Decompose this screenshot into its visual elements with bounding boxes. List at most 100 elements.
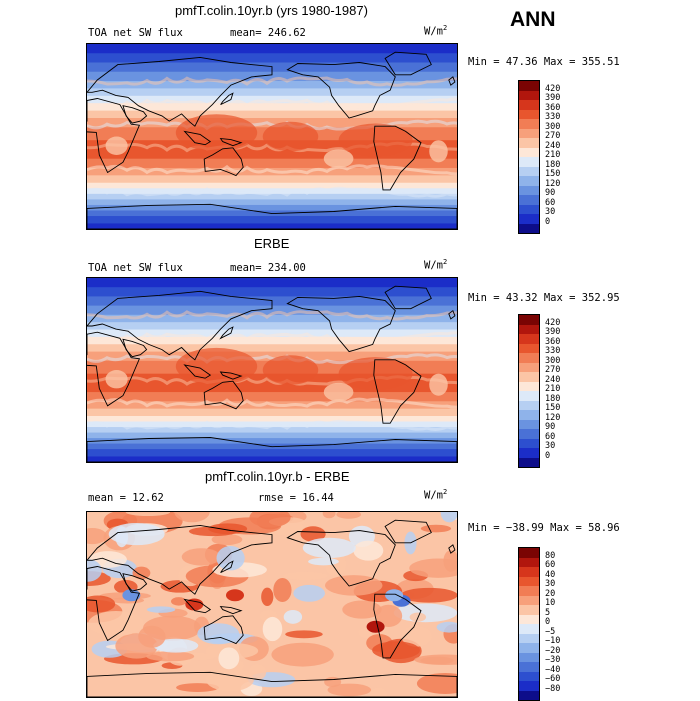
colorbar-tick-label: 240 xyxy=(545,374,561,385)
latitude-band xyxy=(87,182,457,189)
contour-band xyxy=(87,331,457,343)
colorbar-swatch xyxy=(519,400,539,410)
colorbar-swatch xyxy=(519,128,539,138)
contour-band xyxy=(87,310,457,321)
diff-patch xyxy=(372,641,420,660)
colorbar-swatch xyxy=(519,624,539,634)
coastline xyxy=(219,371,243,380)
diff-patch xyxy=(216,545,245,571)
colorbar-swatch xyxy=(519,315,539,325)
diff-patch xyxy=(400,587,457,603)
colorbar-swatch xyxy=(519,557,539,567)
colorbar-tick-label: 180 xyxy=(545,159,561,170)
panel-3-minmax: Min = −38.99 Max = 58.96 xyxy=(468,522,620,534)
panel-3-mean: mean = 12.62 xyxy=(88,492,164,504)
panel-3-title: pmfT.colin.10yr.b - ERBE xyxy=(205,469,350,484)
cloud-region xyxy=(105,136,128,155)
colorbar-tick-label: 360 xyxy=(545,102,561,113)
coastline xyxy=(220,92,234,106)
latitude-band xyxy=(87,305,457,316)
diff-patch xyxy=(87,528,107,545)
colorbar-tick-label: 20 xyxy=(545,588,556,599)
diff-patch xyxy=(271,642,334,667)
diff-patch xyxy=(416,672,457,694)
diff-patch xyxy=(369,687,388,697)
diff-patch xyxy=(283,610,303,624)
colorbar-tick-label: 390 xyxy=(545,93,561,103)
colorbar-swatch xyxy=(519,372,539,382)
diff-patch xyxy=(171,597,187,606)
panel-3-colorbar xyxy=(518,547,540,701)
diff-patch xyxy=(138,625,166,648)
coastline xyxy=(87,203,457,229)
colorbar-tick-label: 330 xyxy=(545,346,561,356)
diff-patch xyxy=(88,611,144,637)
colorbar-tick-label: 120 xyxy=(545,412,561,423)
latitude-band xyxy=(87,71,457,82)
colorbar-swatch xyxy=(519,204,539,214)
diff-patch xyxy=(325,575,383,596)
diff-extreme xyxy=(185,598,204,611)
diff-patch xyxy=(146,606,176,613)
colorbar-tick-label: 210 xyxy=(545,384,561,394)
latitude-band xyxy=(87,44,457,54)
panel-3-units: W/m2 xyxy=(424,488,448,502)
latitude-band xyxy=(87,103,457,112)
diff-patch xyxy=(125,512,171,517)
latitude-band xyxy=(87,392,457,402)
colorbar-swatch xyxy=(519,157,539,167)
latitude-band xyxy=(87,344,457,353)
diff-patch xyxy=(218,647,240,670)
warm-region xyxy=(262,355,319,385)
cloud-region xyxy=(429,140,448,163)
colorbar-swatch xyxy=(519,138,539,148)
colorbar-tick-label: 80 xyxy=(545,550,556,561)
coastline xyxy=(373,593,422,659)
panel-3-rmse: rmse = 16.44 xyxy=(258,492,334,504)
panel-3-map xyxy=(86,511,458,698)
diff-patch xyxy=(436,621,457,633)
latitude-band xyxy=(87,456,457,462)
coastline xyxy=(87,98,141,174)
colorbar-swatch xyxy=(519,324,539,334)
latitude-band xyxy=(87,158,457,169)
coastline xyxy=(448,544,456,554)
colorbar-swatch xyxy=(519,448,539,458)
colorbar-swatch xyxy=(519,81,539,91)
colorbar-swatch xyxy=(519,586,539,596)
colorbar-swatch xyxy=(519,438,539,448)
colorbar-tick-label: 90 xyxy=(545,188,556,198)
latitude-band xyxy=(87,336,457,345)
colorbar-tick-label: 180 xyxy=(545,393,561,404)
cloud-region xyxy=(323,382,354,402)
colorbar-swatch xyxy=(519,90,539,100)
coastline xyxy=(286,62,396,119)
panel-1-mean: mean= 246.62 xyxy=(230,27,306,39)
colorbar-swatch xyxy=(519,334,539,344)
panel-2-field-label: TOA net SW flux xyxy=(88,262,183,274)
diff-patch xyxy=(336,512,362,519)
colorbar-tick-label: 270 xyxy=(545,131,561,141)
colorbar-swatch xyxy=(519,343,539,353)
panel-1-units: W/m2 xyxy=(424,24,448,38)
coastline xyxy=(448,309,456,320)
coastline xyxy=(286,295,396,353)
latitude-band xyxy=(87,118,457,128)
latitude-band xyxy=(87,204,457,211)
colorbar-swatch xyxy=(519,391,539,401)
colorbar-tick-label: 420 xyxy=(545,317,561,328)
diff-patch xyxy=(87,595,116,613)
colorbar-swatch xyxy=(519,548,539,558)
colorbar-swatch xyxy=(519,605,539,615)
latitude-band xyxy=(87,351,457,362)
cloud-region xyxy=(105,370,128,389)
coastline xyxy=(203,615,244,645)
diff-patch xyxy=(342,600,382,619)
panel-1-minmax: Min = 47.36 Max = 355.51 xyxy=(468,56,620,68)
panel-1-field-label: TOA net SW flux xyxy=(88,27,183,39)
latitude-band xyxy=(87,193,457,200)
latitude-band xyxy=(87,53,457,63)
colorbar-swatch xyxy=(519,223,539,233)
diff-patch xyxy=(443,550,457,572)
coastline xyxy=(219,138,243,147)
